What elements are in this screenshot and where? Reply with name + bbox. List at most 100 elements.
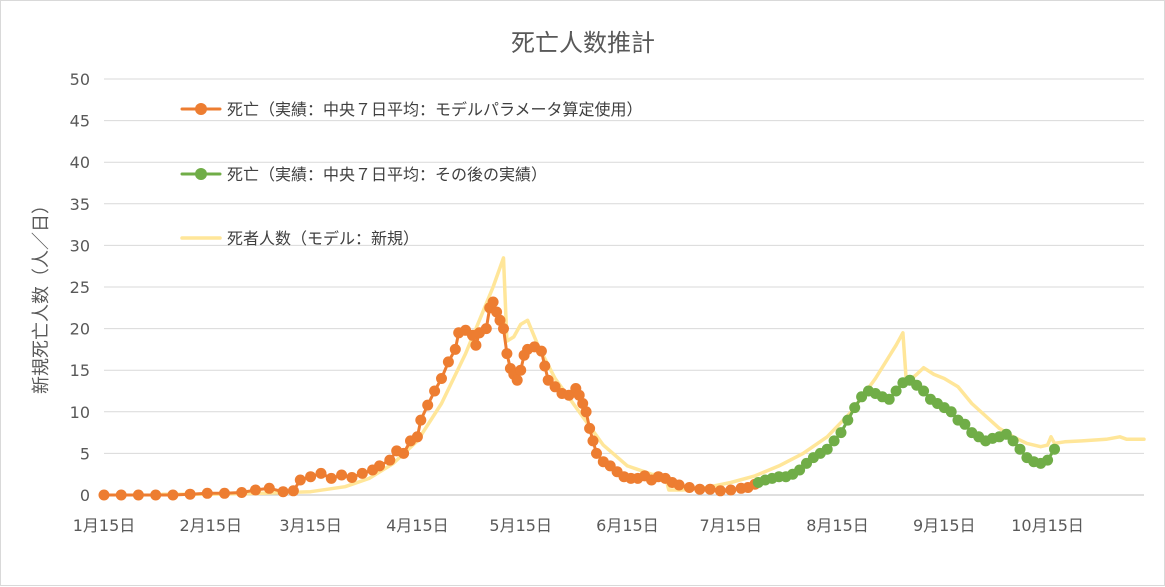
series-2-point-31 [959,418,971,430]
series-1-point-39 [480,323,492,335]
series-1-point-14 [294,474,306,486]
series-1-point-17 [325,472,337,484]
series-1-point-41 [487,296,499,308]
series-1-point-13 [287,485,299,497]
series-2-point-20 [883,393,895,405]
series-1-point-8 [219,487,230,499]
series-1-point-79 [694,483,706,495]
series-2-point-7 [794,464,806,476]
series-1-point-82 [725,484,737,496]
series-1-point-16 [315,467,327,479]
series-1-point-7 [201,487,213,499]
series-1-point-56 [549,381,561,393]
gridlines [104,78,1144,496]
series-1-point-37 [470,339,482,351]
series-2-point-13 [835,427,847,439]
series-1-point-78 [683,482,695,493]
series-2-point-14 [842,414,854,426]
series-1-point-77 [673,479,685,491]
x-tick-5: 5月15日 [489,516,552,535]
y-tick-35: 35 [70,195,90,214]
y-tick-20: 20 [70,320,90,339]
series-2-point-37 [1000,428,1012,440]
y-tick-15: 15 [70,361,90,380]
series-1-point-28 [415,414,427,426]
series-1-point-22 [374,460,385,472]
y-tick-30: 30 [70,236,90,255]
series-1-point-55 [542,374,554,386]
series-2-point-38 [1007,435,1019,447]
series-1-point-27 [411,431,423,443]
series-layer [98,256,1146,501]
series-1-point-61 [577,398,589,409]
series-1-point-60 [573,389,585,401]
y-tick-5: 5 [80,444,90,463]
series-3-line [160,256,1146,496]
y-tick-25: 25 [70,278,90,297]
series-1-point-49 [515,364,527,376]
series-1-point-29 [422,399,434,411]
series-2-point-29 [945,406,957,418]
y-tick-labels: 0 5 10 15 20 25 30 35 40 45 50 [70,70,90,505]
series-1-point-44 [498,323,509,335]
legend: 死亡（実績：中央７日平均：モデルパラメータ算定使用） 死亡（実績：中央７日平均：そ… [180,100,643,248]
y-tick-10: 10 [70,403,90,422]
x-tick-3: 3月15日 [279,516,342,535]
series-1-point-2 [115,489,127,501]
x-tick-2: 2月15日 [179,516,242,535]
series-1-point-18 [336,469,348,481]
x-tick-9: 9月15日 [913,516,976,535]
series-2-point-15 [849,402,861,414]
series-1-point-10 [250,484,261,496]
x-tick-8: 8月15日 [806,516,869,535]
series-1-point-12 [277,486,289,498]
x-tick-4: 4月15日 [386,516,449,535]
series-1-point-53 [535,345,547,357]
series-1-point-48 [511,374,523,386]
series-1-point-80 [704,483,716,495]
series-1-point-62 [580,406,592,418]
series-1-point-5 [167,489,179,501]
x-tick-6: 6月15日 [596,516,659,535]
series-1-point-4 [150,489,162,501]
series-1-point-3 [132,489,144,501]
series-1-point-32 [442,356,454,368]
legend-label-1: 死亡（実績：中央７日平均：モデルパラメータ算定使用） [227,100,643,119]
series-1-point-63 [584,422,596,434]
y-tick-50: 50 [70,70,90,89]
chart-title: 死亡人数推計 [511,29,655,57]
legend-label-2: 死亡（実績：中央７日平均：その後の実績） [227,165,547,184]
series-1-point-45 [501,348,513,360]
series-2-point-12 [828,435,840,447]
series-2-point-39 [1014,443,1026,455]
series-1-point-23 [384,454,396,466]
series-1-point-25 [398,447,410,459]
x-tick-labels: 1月15日 2月15日 3月15日 4月15日 5月15日 6月15日 7月15日 8月15日… [73,516,1084,535]
y-tick-45: 45 [70,112,90,131]
series-1-point-15 [305,471,317,483]
series-1-line [102,300,757,497]
series-2-point-11 [821,443,833,455]
series-2-point-43 [1042,454,1054,466]
y-tick-0: 0 [80,486,90,505]
legend-marker-1 [195,103,207,115]
series-1-point-65 [591,447,602,459]
x-tick-7: 7月15日 [699,516,762,535]
series-1-point-20 [356,467,368,479]
x-tick-10: 10月15日 [1011,516,1084,535]
y-tick-40: 40 [70,153,90,172]
series-1-point-64 [587,435,599,447]
series-1-point-33 [449,343,461,355]
legend-marker-2 [195,168,207,180]
series-1-point-31 [436,373,447,384]
legend-label-3: 死者人数（モデル：新規） [227,229,419,248]
series-2-point-21 [890,385,902,397]
series-1-point-30 [429,385,441,397]
series-1-point-11 [263,482,275,494]
series-1-point-9 [236,487,248,498]
series-2-point-44 [1049,443,1060,455]
series-1-point-1 [98,489,110,501]
series-1-point-43 [494,314,506,326]
